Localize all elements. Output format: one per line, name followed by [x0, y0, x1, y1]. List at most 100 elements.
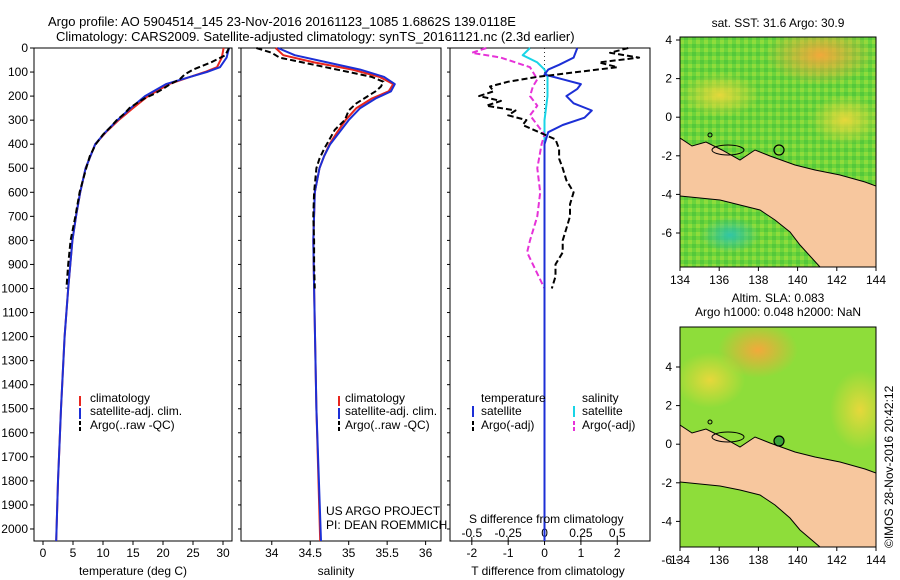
figure-title-line2: Climatology: CARS2009. Satellite-adjuste… [56, 29, 575, 44]
project-label: US ARGO PROJECT [326, 504, 441, 518]
imos-timestamp: ©IMOS 28-Nov-2016 20:42:12 [882, 385, 896, 548]
depth-tick-label: 1000 [1, 281, 28, 295]
coastline [680, 195, 821, 267]
coastline [680, 481, 821, 547]
salinity-plot-frame [240, 47, 442, 542]
depth-tick-label: 1200 [1, 330, 28, 344]
sla-map-title-line2: Argo h1000: 0.048 h2000: NaN [695, 305, 861, 319]
depth-tick-label: 700 [8, 209, 28, 223]
map-lon-tick-label: 140 [788, 273, 808, 287]
difference-legend: temperature salinity satellite Argo(-adj… [472, 391, 635, 432]
legend-label-satellite: satellite-adj. clim. [345, 404, 437, 418]
legend-label-climatology: climatology [345, 391, 405, 405]
depth-tick-label: 600 [8, 185, 28, 199]
legend-label-t-satellite: satellite [481, 404, 522, 418]
t-difference-axis-label: T difference from climatology [471, 564, 625, 578]
legend-title-salinity: salinity [582, 391, 619, 405]
depth-tick-label: 1400 [1, 378, 28, 392]
island-outline [707, 419, 713, 425]
depth-tick-label: 2000 [1, 522, 28, 536]
temperature-tick-label: 15 [126, 546, 140, 560]
map-lat-tick-label: 0 [665, 437, 672, 451]
salinity-tick-label: 34 [265, 546, 279, 560]
temperature-climatology-line [55, 47, 225, 542]
temperature-tick-label: 0 [40, 546, 47, 560]
temperature-tick-label: 30 [216, 546, 230, 560]
legend-label-t-argo: Argo(-adj) [481, 418, 534, 432]
depth-tick-label: 800 [8, 233, 28, 247]
temperature-satellite-line [55, 47, 230, 542]
salinity-argo-line [256, 47, 385, 289]
s-difference-tick-label: -0.25 [495, 526, 523, 540]
map-lat-tick-label: 4 [665, 33, 672, 47]
salinity-climatology-line [274, 47, 395, 542]
temperature-legend: climatology satellite-adj. clim. Argo(..… [79, 391, 182, 432]
map-lat-tick-label: 2 [665, 399, 672, 413]
difference-plot-frame [449, 47, 651, 542]
temperature-argo-line [65, 47, 230, 289]
map-lat-tick-label: -4 [661, 514, 672, 528]
map-lat-tick-label: -6 [661, 226, 672, 240]
legend-label-s-argo: Argo(-adj) [582, 418, 635, 432]
map-lat-tick-label: 2 [665, 72, 672, 86]
coastline [680, 424, 876, 474]
map-lat-tick-label: -4 [661, 187, 672, 201]
depth-tick-label: 900 [8, 257, 28, 271]
figure-title-line1: Argo profile: AO 5904514_145 23-Nov-2016… [48, 14, 516, 29]
depth-tick-label: 1600 [1, 426, 28, 440]
salinity-tick-label: 35 [342, 546, 356, 560]
depth-tick-label: 100 [8, 65, 28, 79]
depth-tick-label: 1300 [1, 354, 28, 368]
depth-tick-label: 1700 [1, 450, 28, 464]
map-lon-tick-label: 138 [748, 553, 768, 567]
depth-axis: 0 100 200 300 400 500 600 700 800 900 1000 1100 1200… [1, 41, 450, 536]
new-guinea-land [680, 138, 876, 267]
island-outline [707, 132, 713, 138]
depth-tick-label: 500 [8, 161, 28, 175]
map-lon-tick-label: 144 [866, 273, 886, 287]
island-outline [711, 431, 745, 443]
map-lat-tick-label: -6 [661, 553, 672, 567]
map-lon-tick-label: 144 [866, 553, 886, 567]
map-lon-tick-label: 138 [748, 273, 768, 287]
sla-map-frame [679, 326, 877, 548]
sst-yellow-patch [810, 95, 876, 145]
s-difference-axis-label: S difference from climatology [469, 512, 624, 526]
depth-tick-label: 0 [21, 41, 28, 55]
depth-tick-label: 1500 [1, 402, 28, 416]
depth-tick-label: 300 [8, 113, 28, 127]
sst-map: sat. SST: 31.6 Argo: 30.9 134 136 138 140 14… [661, 16, 886, 287]
temperature-tick-label: 25 [186, 546, 200, 560]
map-lon-tick-label: 134 [670, 273, 690, 287]
map-lon-tick-label: 142 [827, 553, 847, 567]
map-lon-tick-label: 142 [827, 273, 847, 287]
legend-label-climatology: climatology [90, 391, 150, 405]
temperature-tick-label: 5 [70, 546, 77, 560]
depth-tick-label: 400 [8, 137, 28, 151]
sst-map-axes: 134 136 138 140 142 144 4 2 0 -2 -4 -6 [661, 33, 886, 287]
map-lon-tick-label: 136 [709, 553, 729, 567]
depth-tick-label: 200 [8, 89, 28, 103]
sla-yellow-patch [680, 352, 745, 408]
sla-map-title-line1: Altim. SLA: 0.083 [732, 291, 825, 305]
t-difference-tick-label: 1 [578, 546, 585, 560]
temperature-tick-label: 20 [156, 546, 170, 560]
s-difference-tick-label: -0.5 [461, 526, 482, 540]
new-guinea-land [680, 425, 876, 547]
legend-label-argo: Argo(..raw -QC) [90, 418, 175, 432]
temperature-tick-label: 10 [96, 546, 110, 560]
depth-tick-label: 1800 [1, 474, 28, 488]
legend-label-s-satellite: satellite [582, 404, 623, 418]
t-difference-satellite-line [543, 47, 593, 541]
legend-label-argo: Argo(..raw -QC) [345, 418, 430, 432]
t-difference-tick-label: -2 [466, 546, 477, 560]
sst-map-title: sat. SST: 31.6 Argo: 30.9 [712, 16, 845, 30]
t-difference-tick-label: 2 [614, 546, 621, 560]
map-lat-tick-label: 4 [665, 360, 672, 374]
salinity-axis-label: salinity [318, 564, 355, 578]
t-difference-argo-line [478, 47, 641, 289]
map-lat-tick-label: 0 [665, 110, 672, 124]
legend-title-temperature: temperature [481, 391, 546, 405]
t-difference-tick-label: -1 [503, 546, 514, 560]
